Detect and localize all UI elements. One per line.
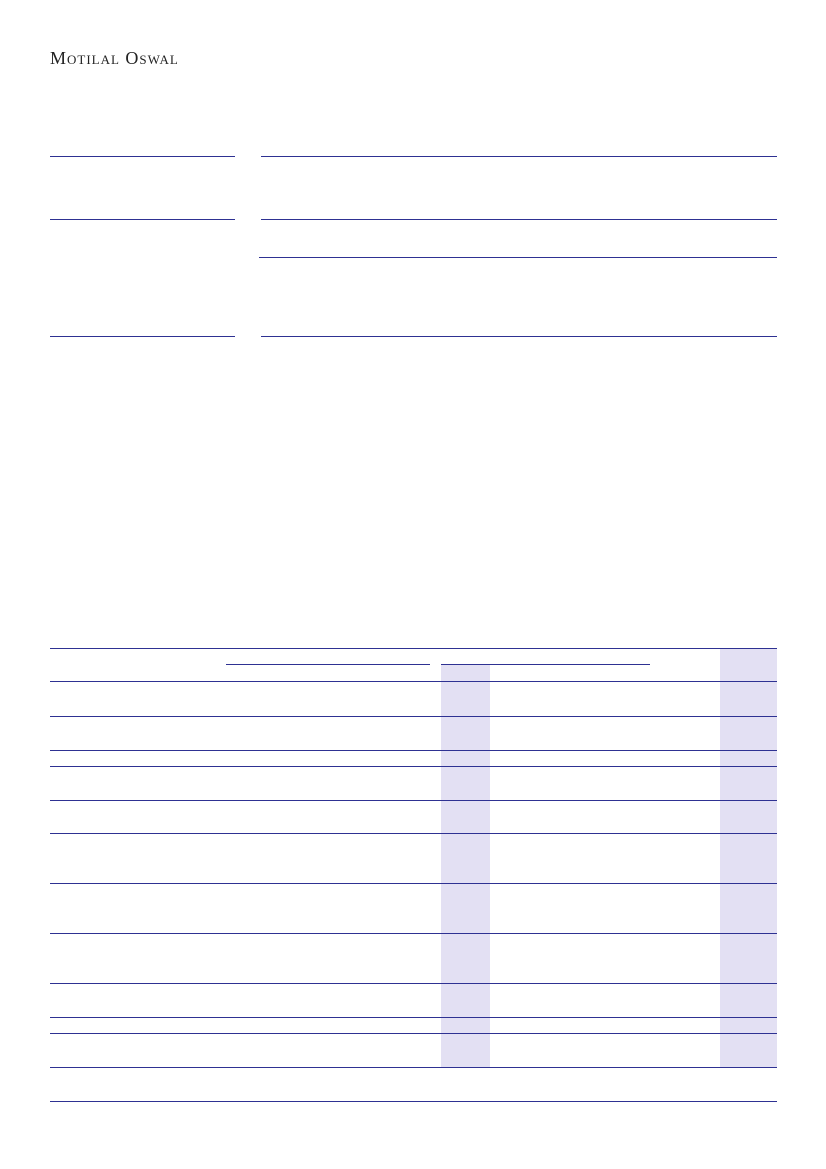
table-row	[50, 681, 777, 682]
divider	[50, 336, 235, 337]
table-row	[50, 1067, 777, 1068]
divider	[261, 336, 777, 337]
highlight-column	[720, 649, 777, 1068]
table-row	[50, 800, 777, 801]
table-row	[50, 1033, 777, 1034]
table-row	[50, 766, 777, 767]
company-logo: Motilal Oswal	[50, 48, 179, 68]
highlight-column	[441, 664, 490, 1068]
divider	[259, 257, 777, 258]
table-bottom-rule	[50, 1101, 777, 1102]
group-header-rule	[441, 664, 650, 665]
table-row	[50, 1017, 777, 1018]
divider	[261, 219, 777, 220]
table-row	[50, 983, 777, 984]
divider	[50, 156, 235, 157]
table-top-rule	[50, 648, 777, 649]
group-header-rule	[226, 664, 430, 665]
table-row	[50, 883, 777, 884]
table-row	[50, 716, 777, 717]
divider	[261, 156, 777, 157]
table-row	[50, 933, 777, 934]
table-row	[50, 750, 777, 751]
divider	[50, 219, 235, 220]
table-row	[50, 833, 777, 834]
